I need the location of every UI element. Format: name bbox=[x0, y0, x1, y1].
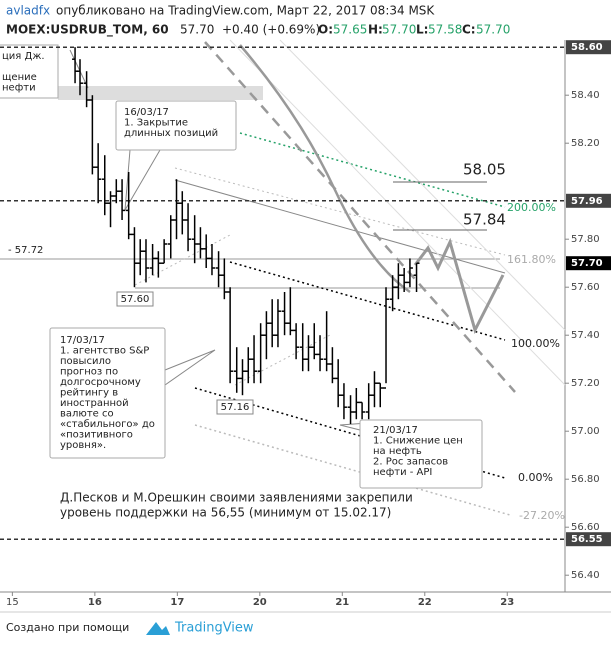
ohlc-value: 57.70 bbox=[476, 23, 510, 37]
note-box bbox=[49, 327, 166, 459]
y-tick-label: 57.00 bbox=[571, 426, 600, 437]
level-label: 58.60 bbox=[571, 42, 603, 53]
symbol: MOEX:USDRUB_TOM, 60 bbox=[6, 23, 169, 38]
note-text: 1. агентство S&P bbox=[60, 346, 149, 357]
note-box bbox=[115, 100, 237, 151]
x-tick-label: 17 bbox=[170, 597, 184, 608]
target-label: 57.84 bbox=[463, 211, 506, 229]
fib-line bbox=[174, 167, 506, 256]
note-text: на нефть bbox=[373, 446, 422, 457]
note-text: щение bbox=[2, 72, 37, 83]
note-text: 17/03/17 bbox=[60, 335, 105, 346]
x-tick-label: 16 bbox=[88, 597, 102, 608]
note-box bbox=[0, 44, 59, 99]
note-text: «стабильного» до bbox=[60, 419, 155, 430]
ohlc-label: C: bbox=[462, 23, 476, 37]
y-tick-label: 57.60 bbox=[571, 282, 600, 293]
ohlc-label: O: bbox=[318, 23, 333, 37]
y-tick-label: 57.20 bbox=[571, 378, 600, 389]
low-label: 57.60 bbox=[121, 294, 150, 305]
x-tick-label: 23 bbox=[500, 597, 514, 608]
channel-line bbox=[279, 39, 566, 331]
fib-label: 200.00% bbox=[507, 201, 556, 214]
y-tick-label: 57.80 bbox=[571, 234, 600, 245]
fib-label: 161.80% bbox=[507, 253, 556, 266]
forecast-curve bbox=[239, 44, 411, 294]
footer-brand[interactable]: TradingView bbox=[174, 621, 254, 636]
note-text: нефти bbox=[2, 83, 36, 94]
note-box bbox=[359, 419, 483, 489]
note-text: «позитивного bbox=[60, 430, 133, 441]
target-label: 58.05 bbox=[463, 161, 506, 179]
note-text: уровень поддержки на 56,55 (минимум от 1… bbox=[60, 506, 391, 520]
last-price-label-bg bbox=[566, 256, 611, 271]
x-tick-label: 22 bbox=[418, 597, 432, 608]
ohlc-value: 57.58 bbox=[428, 23, 462, 37]
y-tick-label: 56.80 bbox=[571, 474, 600, 485]
note-text: длинных позиций bbox=[124, 128, 218, 139]
change: +0.40 (+0.69%) bbox=[222, 23, 320, 37]
highlight-zone bbox=[58, 86, 263, 100]
fib-label: 100.00% bbox=[511, 337, 560, 350]
note-text: прогноз по bbox=[60, 367, 118, 378]
fib-line bbox=[239, 132, 506, 208]
last: 57.70 bbox=[180, 23, 214, 37]
ohlc-label: L: bbox=[416, 23, 428, 37]
note-text: нефти - API bbox=[373, 467, 432, 478]
note-text: 16/03/17 bbox=[124, 107, 169, 118]
note-text: 1. Закрытие bbox=[124, 118, 188, 129]
x-tick-label: 20 bbox=[253, 597, 267, 608]
callout-pointer bbox=[164, 349, 216, 386]
note-text: валюте со bbox=[60, 409, 114, 420]
author[interactable]: avladfx bbox=[6, 4, 50, 18]
note-text: ция Дж. bbox=[2, 51, 45, 62]
forecast-line bbox=[204, 41, 516, 393]
published: опубликовано на TradingView.com, Март 22… bbox=[56, 4, 435, 18]
note-text: рейтингу в bbox=[60, 388, 118, 399]
x-tick-label: 15 bbox=[6, 597, 19, 608]
note-text: долгосрочному bbox=[60, 377, 141, 388]
note-text: 21/03/17 bbox=[373, 425, 418, 436]
label-box bbox=[116, 291, 154, 307]
level-label: - 57.72 bbox=[8, 245, 43, 256]
note-text: уровня». bbox=[60, 440, 106, 451]
note-text: повысило bbox=[60, 356, 111, 367]
footer-made: Создано при помощи bbox=[6, 621, 129, 634]
ohlc-label: H: bbox=[368, 23, 383, 37]
note-text: 2. Рос запасов bbox=[373, 457, 448, 468]
level-label-bg bbox=[566, 532, 611, 547]
note-text: 1. Снижение цен bbox=[373, 436, 463, 447]
low-label: 57.16 bbox=[221, 402, 250, 413]
ohlc-value: 57.70 bbox=[382, 23, 416, 37]
channel-line bbox=[229, 39, 566, 386]
fib-label: 0.00% bbox=[518, 471, 553, 484]
note-text: иностранной bbox=[60, 398, 129, 409]
y-tick-label: 57.40 bbox=[571, 330, 600, 341]
last-price-label: 57.70 bbox=[571, 258, 603, 269]
x-tick-label: 21 bbox=[335, 597, 349, 608]
level-label-bg bbox=[566, 193, 611, 208]
forecast-zigzag bbox=[413, 237, 505, 335]
logo bbox=[146, 622, 170, 635]
level-label: 57.96 bbox=[571, 196, 603, 207]
y-tick-label: 58.40 bbox=[571, 90, 600, 101]
note-text: Д.Песков и М.Орешкин своими заявлениями … bbox=[60, 491, 413, 505]
logo-icon bbox=[146, 622, 170, 635]
fib-line bbox=[194, 387, 506, 479]
label-box bbox=[216, 399, 254, 415]
y-tick-label: 56.40 bbox=[571, 570, 600, 581]
y-tick-label: 56.60 bbox=[571, 522, 600, 533]
callout-pointer bbox=[69, 49, 89, 89]
y-tick-label: 58.20 bbox=[571, 138, 600, 149]
level-label: 56.55 bbox=[571, 534, 603, 545]
level-label-bg bbox=[566, 40, 611, 55]
fib-label: -27.20% bbox=[519, 509, 565, 522]
ohlc-value: 57.65 bbox=[333, 23, 367, 37]
trend-line bbox=[174, 179, 506, 274]
